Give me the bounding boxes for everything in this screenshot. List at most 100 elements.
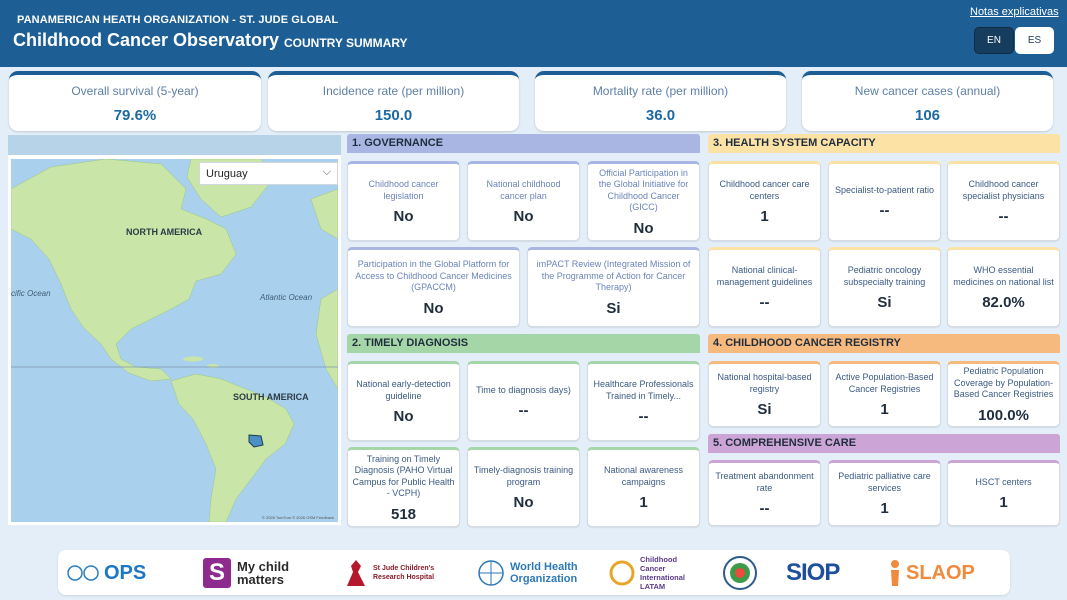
lang-es-button[interactable]: ES xyxy=(1015,27,1054,54)
indicator-card: WHO essential medicines on national list… xyxy=(947,247,1060,327)
indicator-card: National awareness campaigns 1 xyxy=(587,447,700,527)
indicator-label: Active Population-Based Cancer Registrie… xyxy=(835,372,934,394)
indicator-label: National hospital-based registry xyxy=(717,372,812,394)
indicator-label: Specialist-to-patient ratio xyxy=(834,184,935,195)
section-health-system: 3. HEALTH SYSTEM CAPACITY xyxy=(708,134,1060,153)
indicator-card: National early-detection guideline No xyxy=(347,361,460,441)
indicator-card: Active Population-Based Cancer Registrie… xyxy=(828,361,941,427)
indicator-label: HSCT centers xyxy=(975,476,1032,487)
indicator-card: National hospital-based registry Si xyxy=(708,361,821,427)
ops-logo: OPS xyxy=(66,555,146,591)
indicator-label: Time to diagnosis days) xyxy=(476,384,571,395)
cci-logo: Childhood Cancer International LATAM xyxy=(608,555,700,591)
chevron-down-icon: ⌵ xyxy=(322,166,331,178)
siop-text: SIOP xyxy=(786,559,840,586)
indicator-value: Si xyxy=(606,299,621,317)
indicator-value: 82.0% xyxy=(982,294,1025,311)
who-text: World Health Organization xyxy=(510,561,578,585)
indicator-value: Si xyxy=(877,294,892,311)
indicator-value: 100.0% xyxy=(978,406,1029,424)
indicator-value: 1 xyxy=(999,494,1008,512)
indicator-card: Treatment abandonment rate -- xyxy=(708,460,821,526)
kpi-label: Incidence rate (per million) xyxy=(322,84,465,98)
indicator-label: Official Participation in the Global Ini… xyxy=(598,167,689,213)
indicator-card: Childhood cancer specialist physicians -… xyxy=(947,161,1060,241)
ops-logo-text: OPS xyxy=(104,561,147,584)
indicator-label: Participation in the Global Platform for… xyxy=(355,259,512,293)
indicator-label: National childhood cancer plan xyxy=(486,179,561,201)
siop-logo: SIOP xyxy=(786,555,840,591)
slaop-logo: SLAOP xyxy=(888,555,975,591)
map-label-south-america: SOUTH AMERICA xyxy=(233,392,309,402)
cci-emblem-icon xyxy=(609,560,635,586)
indicator-label: Healthcare Professionals Trained in Time… xyxy=(593,379,694,401)
indicator-value: -- xyxy=(759,294,770,311)
indicator-label: imPACT Review (Integrated Mission of the… xyxy=(536,259,691,293)
circular-seal-icon xyxy=(723,556,757,590)
my-child-matters-icon: S xyxy=(203,558,231,588)
indicator-label: Timely-diagnosis training program xyxy=(473,465,574,487)
indicator-value: No xyxy=(423,299,444,317)
indicator-card: Time to diagnosis days) -- xyxy=(467,361,580,441)
country-select-value: Uruguay xyxy=(206,168,248,180)
st-jude-figure-icon xyxy=(347,560,365,586)
partner-logos-bar: OPS S My child matters St Jude Children'… xyxy=(58,550,1010,595)
kpi-label: New cancer cases (annual) xyxy=(854,84,1001,98)
notes-link[interactable]: Notas explicativas xyxy=(970,6,1059,18)
map-label-north-america: NORTH AMERICA xyxy=(126,227,203,237)
indicator-card: National childhood cancer plan No xyxy=(467,161,580,241)
indicator-label: Pediatric oncology subspecialty training xyxy=(843,265,926,287)
map-header-strip xyxy=(8,135,341,155)
indicator-label: Childhood cancer specialist physicians xyxy=(962,179,1045,201)
indicator-value: Si xyxy=(757,401,772,418)
indicator-label: National awareness campaigns xyxy=(603,465,684,487)
indicator-value: No xyxy=(513,494,534,511)
map-label-pacific: cific Ocean xyxy=(11,289,51,298)
kpi-value: 150.0 xyxy=(374,107,413,124)
indicator-value: No xyxy=(393,208,414,225)
country-select[interactable]: Uruguay ⌵ xyxy=(199,162,338,185)
kpi-value: 79.6% xyxy=(113,107,157,124)
slaop-figure-icon xyxy=(891,560,899,586)
indicator-card: Healthcare Professionals Trained in Time… xyxy=(587,361,700,441)
indicator-value: -- xyxy=(998,208,1009,225)
indicator-label: WHO essential medicines on national list xyxy=(953,265,1054,287)
slaop-text: SLAOP xyxy=(906,561,975,584)
map-panel: NORTH AMERICA SOUTH AMERICA cific Ocean … xyxy=(8,135,341,525)
indicator-card: National clinical-management guidelines … xyxy=(708,247,821,327)
indicator-label: Childhood cancer care centers xyxy=(719,179,810,201)
seal-logo xyxy=(722,555,758,591)
kpi-incidence-rate: Incidence rate (per million) 150.0 xyxy=(268,71,519,131)
indicator-value: 1 xyxy=(880,401,889,418)
kpi-new-cases: New cancer cases (annual) 106 xyxy=(802,71,1053,131)
kpi-value: 106 xyxy=(914,107,941,124)
page-subtitle: COUNTRY SUMMARY xyxy=(284,36,408,50)
st-jude-logo: St Jude Children's Research Hospital xyxy=(343,555,443,591)
world-map[interactable]: NORTH AMERICA SOUTH AMERICA cific Ocean … xyxy=(11,159,338,522)
indicator-value: -- xyxy=(518,402,529,420)
paho-emblem-icon xyxy=(67,565,99,581)
indicator-card: Official Participation in the Global Ini… xyxy=(587,161,700,241)
who-globe-icon xyxy=(478,560,504,586)
kpi-mortality-rate: Mortality rate (per million) 36.0 xyxy=(535,71,786,131)
indicator-label: Training on Timely Diagnosis (PAHO Virtu… xyxy=(352,453,455,499)
my-child-matters-text: My child matters xyxy=(237,559,290,587)
indicator-card: Pediatric Population Coverage by Populat… xyxy=(947,361,1060,427)
indicator-label: Treatment abandonment rate xyxy=(715,471,814,493)
header-bar: PANAMERICAN HEATH ORGANIZATION - ST. JUD… xyxy=(0,0,1067,67)
indicator-label: Childhood cancer legislation xyxy=(368,179,439,201)
section-timely-diagnosis: 2. TIMELY DIAGNOSIS xyxy=(347,334,700,353)
indicator-label: Pediatric palliative care services xyxy=(838,471,931,493)
lang-en-button[interactable]: EN xyxy=(974,27,1014,54)
section-comprehensive-care: 5. COMPREHENSIVE CARE xyxy=(708,434,1060,453)
indicator-value: -- xyxy=(638,408,649,425)
indicator-card: Specialist-to-patient ratio -- xyxy=(828,161,941,241)
indicator-card: Pediatric palliative care services 1 xyxy=(828,460,941,526)
indicator-label: National clinical-management guidelines xyxy=(716,265,813,287)
indicator-value: -- xyxy=(879,202,890,220)
map-graphic xyxy=(11,159,338,522)
kpi-overall-survival: Overall survival (5-year) 79.6% xyxy=(9,71,261,131)
section-governance: 1. GOVERNANCE xyxy=(347,134,700,153)
indicator-card: Childhood cancer care centers 1 xyxy=(708,161,821,241)
organization-name: PANAMERICAN HEATH ORGANIZATION - ST. JUD… xyxy=(17,14,339,26)
